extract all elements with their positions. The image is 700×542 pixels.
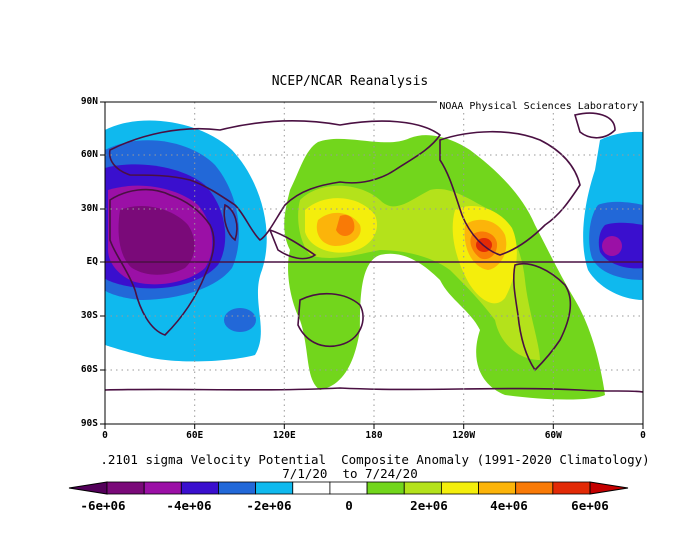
colorbar-swatch-8 bbox=[366, 481, 405, 495]
map-title: NCEP/NCAR Reanalysis bbox=[271, 74, 429, 89]
lat-label-30s: 30S bbox=[80, 310, 98, 321]
north-america-outline bbox=[439, 130, 581, 256]
lon-label-0-east: 0 bbox=[640, 430, 646, 441]
colorbar-swatch-12 bbox=[515, 481, 554, 495]
colorbar-swatch-9 bbox=[403, 481, 442, 495]
colorbar bbox=[68, 481, 629, 495]
colorbar-label-6: 4e+06 bbox=[490, 498, 528, 513]
graticule bbox=[105, 102, 643, 424]
australia-outline bbox=[297, 292, 364, 347]
anomaly-field bbox=[105, 102, 643, 424]
lat-label-90s: 90S bbox=[80, 418, 98, 429]
lat-label-60s: 60S bbox=[80, 364, 98, 375]
lon-label-120e: 120E bbox=[272, 430, 296, 441]
colorbar-label-1: -6e+06 bbox=[80, 498, 126, 513]
south-america-outline bbox=[512, 263, 572, 372]
colorbar-label-4: 0 bbox=[345, 498, 353, 513]
lon-label-60e: 60E bbox=[186, 430, 204, 441]
colorbar-label-2: -4e+06 bbox=[166, 498, 212, 513]
colorbar-left-arrow bbox=[68, 481, 108, 495]
colorbar-swatch-3 bbox=[180, 481, 219, 495]
colorbar-label-5: 2e+06 bbox=[410, 498, 448, 513]
lat-label-90n: 90N bbox=[80, 96, 98, 107]
colorbar-swatch-11 bbox=[478, 481, 517, 495]
antarctica-outline bbox=[105, 387, 643, 393]
lon-label-120w: 120W bbox=[452, 430, 476, 441]
colorbar-label-3: -2e+06 bbox=[246, 498, 292, 513]
colorbar-swatch-1 bbox=[106, 481, 145, 495]
negative-anomaly-east-core bbox=[602, 236, 622, 256]
positive-anomaly-level-4 bbox=[316, 212, 507, 270]
colorbar-swatch-2 bbox=[143, 481, 182, 495]
colorbar-swatch-7 bbox=[329, 481, 368, 495]
negative-anomaly-core bbox=[118, 205, 195, 275]
greenland-outline bbox=[573, 112, 616, 139]
colorbar-right-arrow bbox=[589, 481, 629, 495]
positive-anomaly-level-5 bbox=[336, 214, 498, 260]
colorbar-swatch-10 bbox=[440, 481, 479, 495]
colorbar-swatch-5 bbox=[255, 481, 294, 495]
lat-label-60n: 60N bbox=[80, 149, 98, 160]
lat-label-30n: 30N bbox=[80, 203, 98, 214]
africa-outline bbox=[109, 188, 215, 336]
india-outline bbox=[223, 203, 238, 242]
colorbar-swatch-4 bbox=[218, 481, 257, 495]
colorbar-swatch-6 bbox=[292, 481, 331, 495]
positive-anomaly-region bbox=[284, 135, 605, 400]
lat-label-eq: EQ bbox=[86, 256, 98, 267]
europe-asia-outline bbox=[108, 120, 442, 242]
lon-label-60w: 60W bbox=[544, 430, 562, 441]
southeast-asia-outline bbox=[268, 228, 317, 260]
colorbar-swatch-13 bbox=[552, 481, 591, 495]
continent-outlines bbox=[105, 112, 643, 393]
credit-label: NOAA Physical Sciences Laboratory bbox=[437, 101, 640, 112]
negative-anomaly-blob-indian bbox=[224, 308, 256, 332]
tick-marks bbox=[100, 101, 644, 429]
colorbar-label-7: 6e+06 bbox=[571, 498, 609, 513]
lon-label-180: 180 bbox=[365, 430, 383, 441]
caption-line-2: 7/1/20 to 7/24/20 bbox=[282, 466, 418, 481]
caption-line-1: .2101 sigma Velocity Potential Composite… bbox=[100, 452, 650, 467]
lon-label-0: 0 bbox=[102, 430, 108, 441]
